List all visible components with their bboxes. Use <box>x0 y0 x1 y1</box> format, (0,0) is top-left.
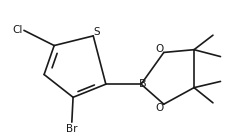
Text: S: S <box>94 27 100 37</box>
Text: B: B <box>139 79 146 89</box>
Text: O: O <box>155 103 163 113</box>
Text: Br: Br <box>66 124 78 133</box>
Text: O: O <box>155 44 163 54</box>
Text: Cl: Cl <box>12 25 23 35</box>
